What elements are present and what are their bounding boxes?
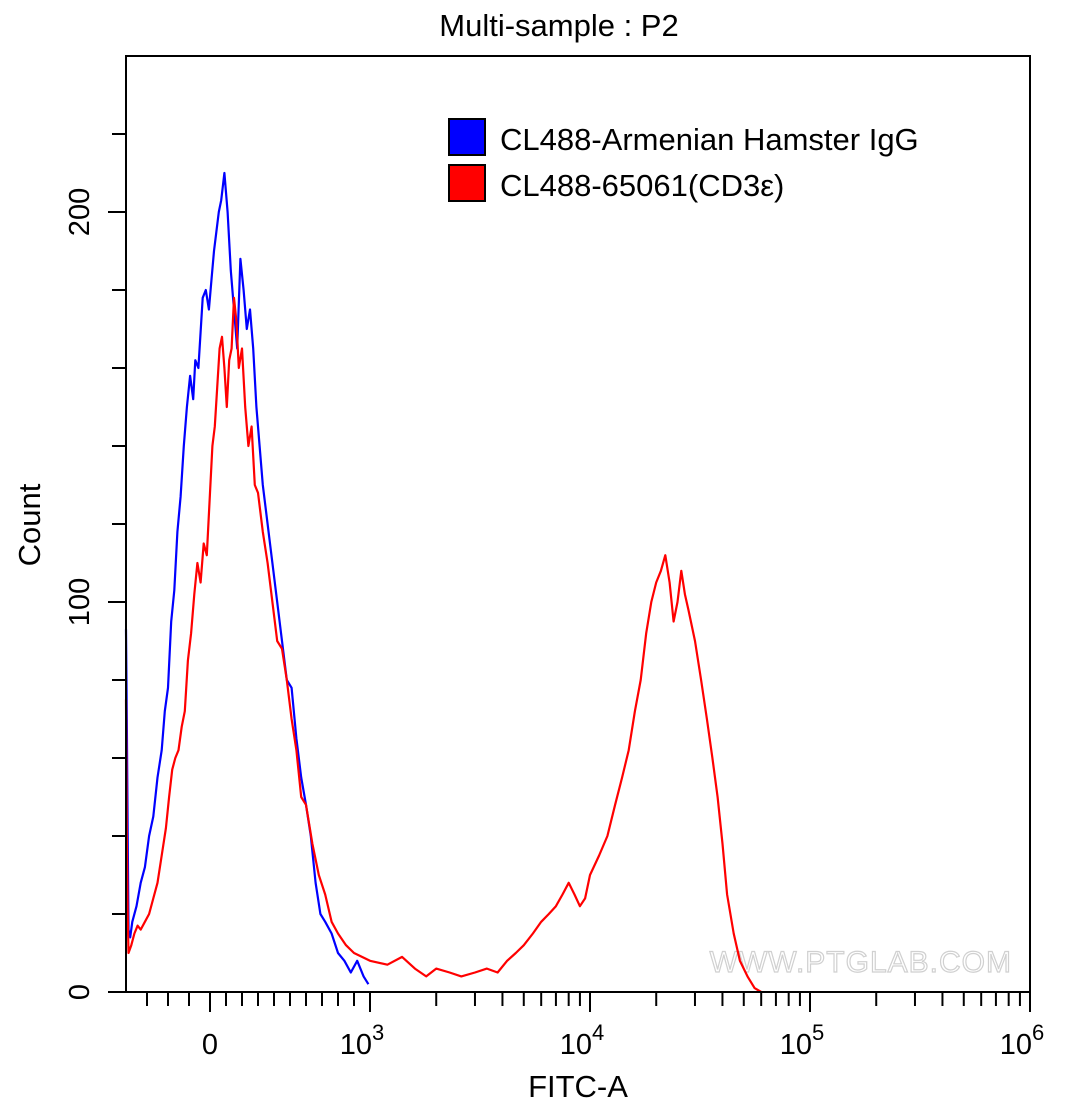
legend-label-1: CL488-Armenian Hamster IgG (500, 122, 919, 157)
y-tick-label: 100 (64, 578, 96, 626)
legend: CL488-Armenian Hamster IgG CL488-65061(CD… (448, 118, 919, 203)
chart-title: Multi-sample : P2 (439, 8, 678, 43)
legend-label-2: CL488-65061(CD3ε) (500, 168, 784, 203)
y-tick-label: 0 (64, 984, 96, 1000)
y-axis-minor-ticks (112, 133, 126, 915)
plot-frame (125, 55, 1031, 993)
x-tick-label: 0 (202, 1029, 218, 1061)
y-tick-label: 200 (64, 188, 96, 236)
y-axis-label: Count (12, 483, 47, 566)
series-layer (124, 171, 762, 993)
x-tick-label: 106 (1000, 1020, 1045, 1061)
x-tick-label: 103 (340, 1020, 385, 1061)
legend-swatch-2 (448, 164, 486, 202)
x-axis-minor-ticks (146, 992, 1021, 1006)
x-axis-label: FITC-A (528, 1069, 628, 1104)
x-tick-label: 104 (560, 1020, 605, 1061)
x-tick-label: 105 (780, 1020, 825, 1061)
y-axis-ticks: 0 100 200 (64, 188, 126, 1000)
series-line-1 (124, 171, 370, 985)
watermark: WWW.PTGLAB.COM (710, 946, 1012, 979)
x-axis-ticks: 0 103 104 105 106 (202, 992, 1044, 1061)
legend-swatch-1 (448, 118, 486, 156)
series-line-2 (124, 296, 762, 993)
